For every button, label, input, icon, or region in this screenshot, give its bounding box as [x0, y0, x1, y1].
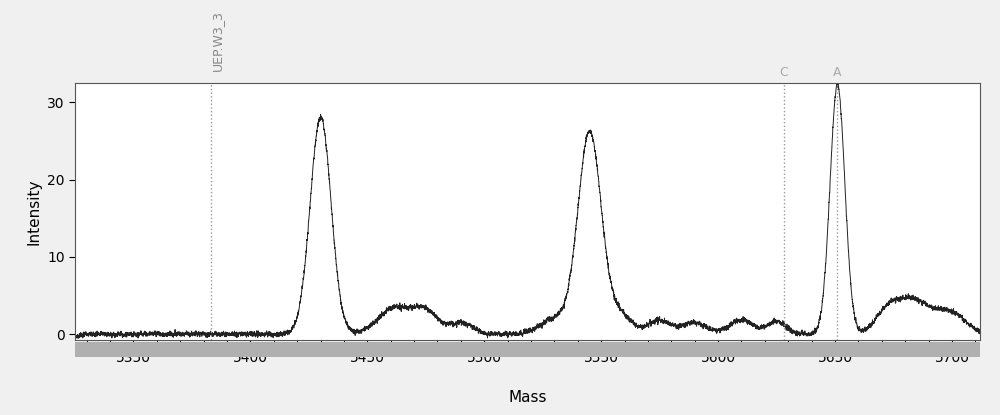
Y-axis label: Intensity: Intensity: [26, 178, 41, 245]
X-axis label: Mass: Mass: [508, 390, 547, 405]
Text: A: A: [833, 66, 842, 79]
Text: C: C: [779, 66, 788, 79]
Text: UEP.W3_3: UEP.W3_3: [211, 10, 224, 71]
